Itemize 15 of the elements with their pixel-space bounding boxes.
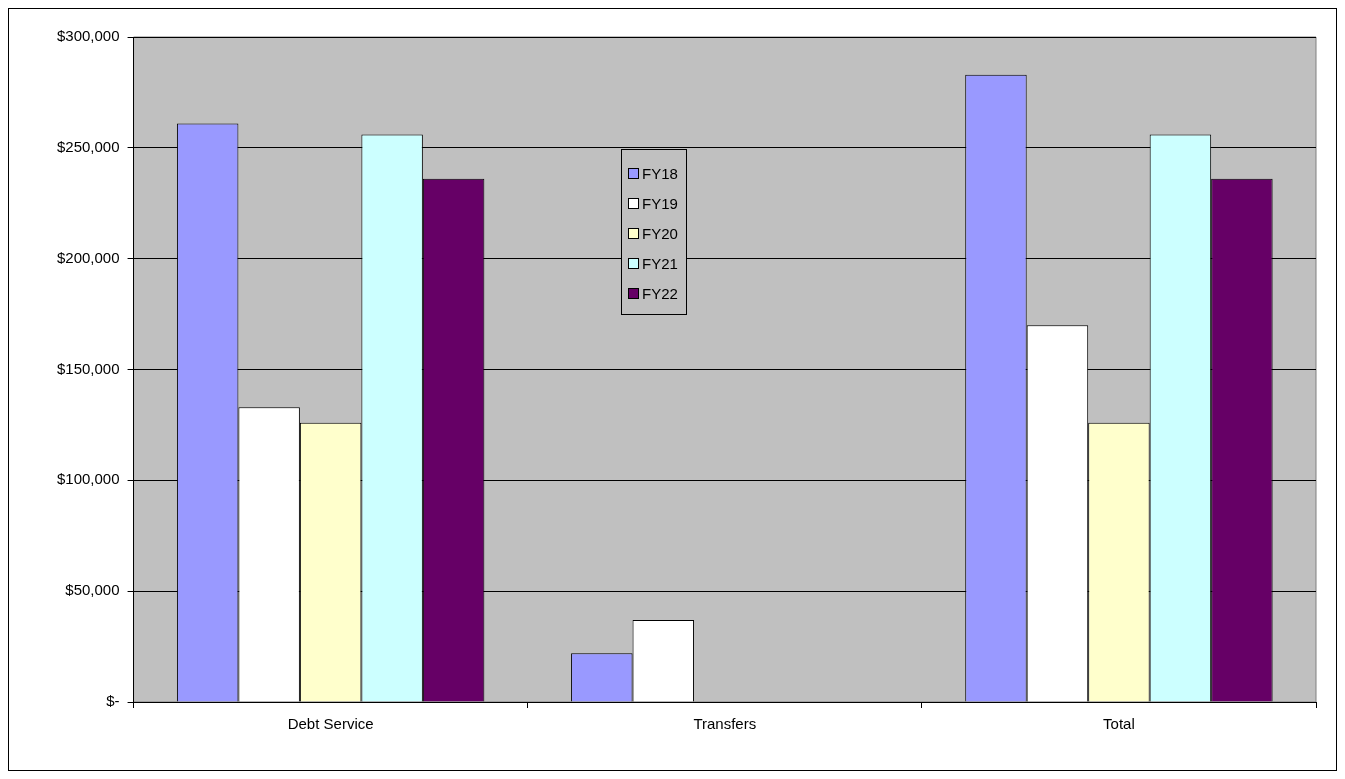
y-tick-label: $100,000 xyxy=(56,470,120,488)
legend-label: FY21 xyxy=(642,254,678,272)
y-tick-label: $- xyxy=(106,692,120,710)
y-tick-label: $200,000 xyxy=(56,248,120,266)
y-tick-label: $150,000 xyxy=(56,359,120,377)
x-tick-label: Total xyxy=(1103,715,1135,733)
legend-label: FY18 xyxy=(642,164,678,182)
y-tick-label: $300,000 xyxy=(56,27,120,45)
x-tick-label: Transfers xyxy=(693,715,757,733)
legend-label: FY22 xyxy=(642,284,678,302)
y-tick-label: $250,000 xyxy=(56,137,120,155)
y-tick-label: $50,000 xyxy=(65,581,120,599)
x-tick-label: Debt Service xyxy=(287,715,374,733)
legend-label: FY20 xyxy=(642,224,678,242)
legend-label: FY19 xyxy=(642,194,678,212)
